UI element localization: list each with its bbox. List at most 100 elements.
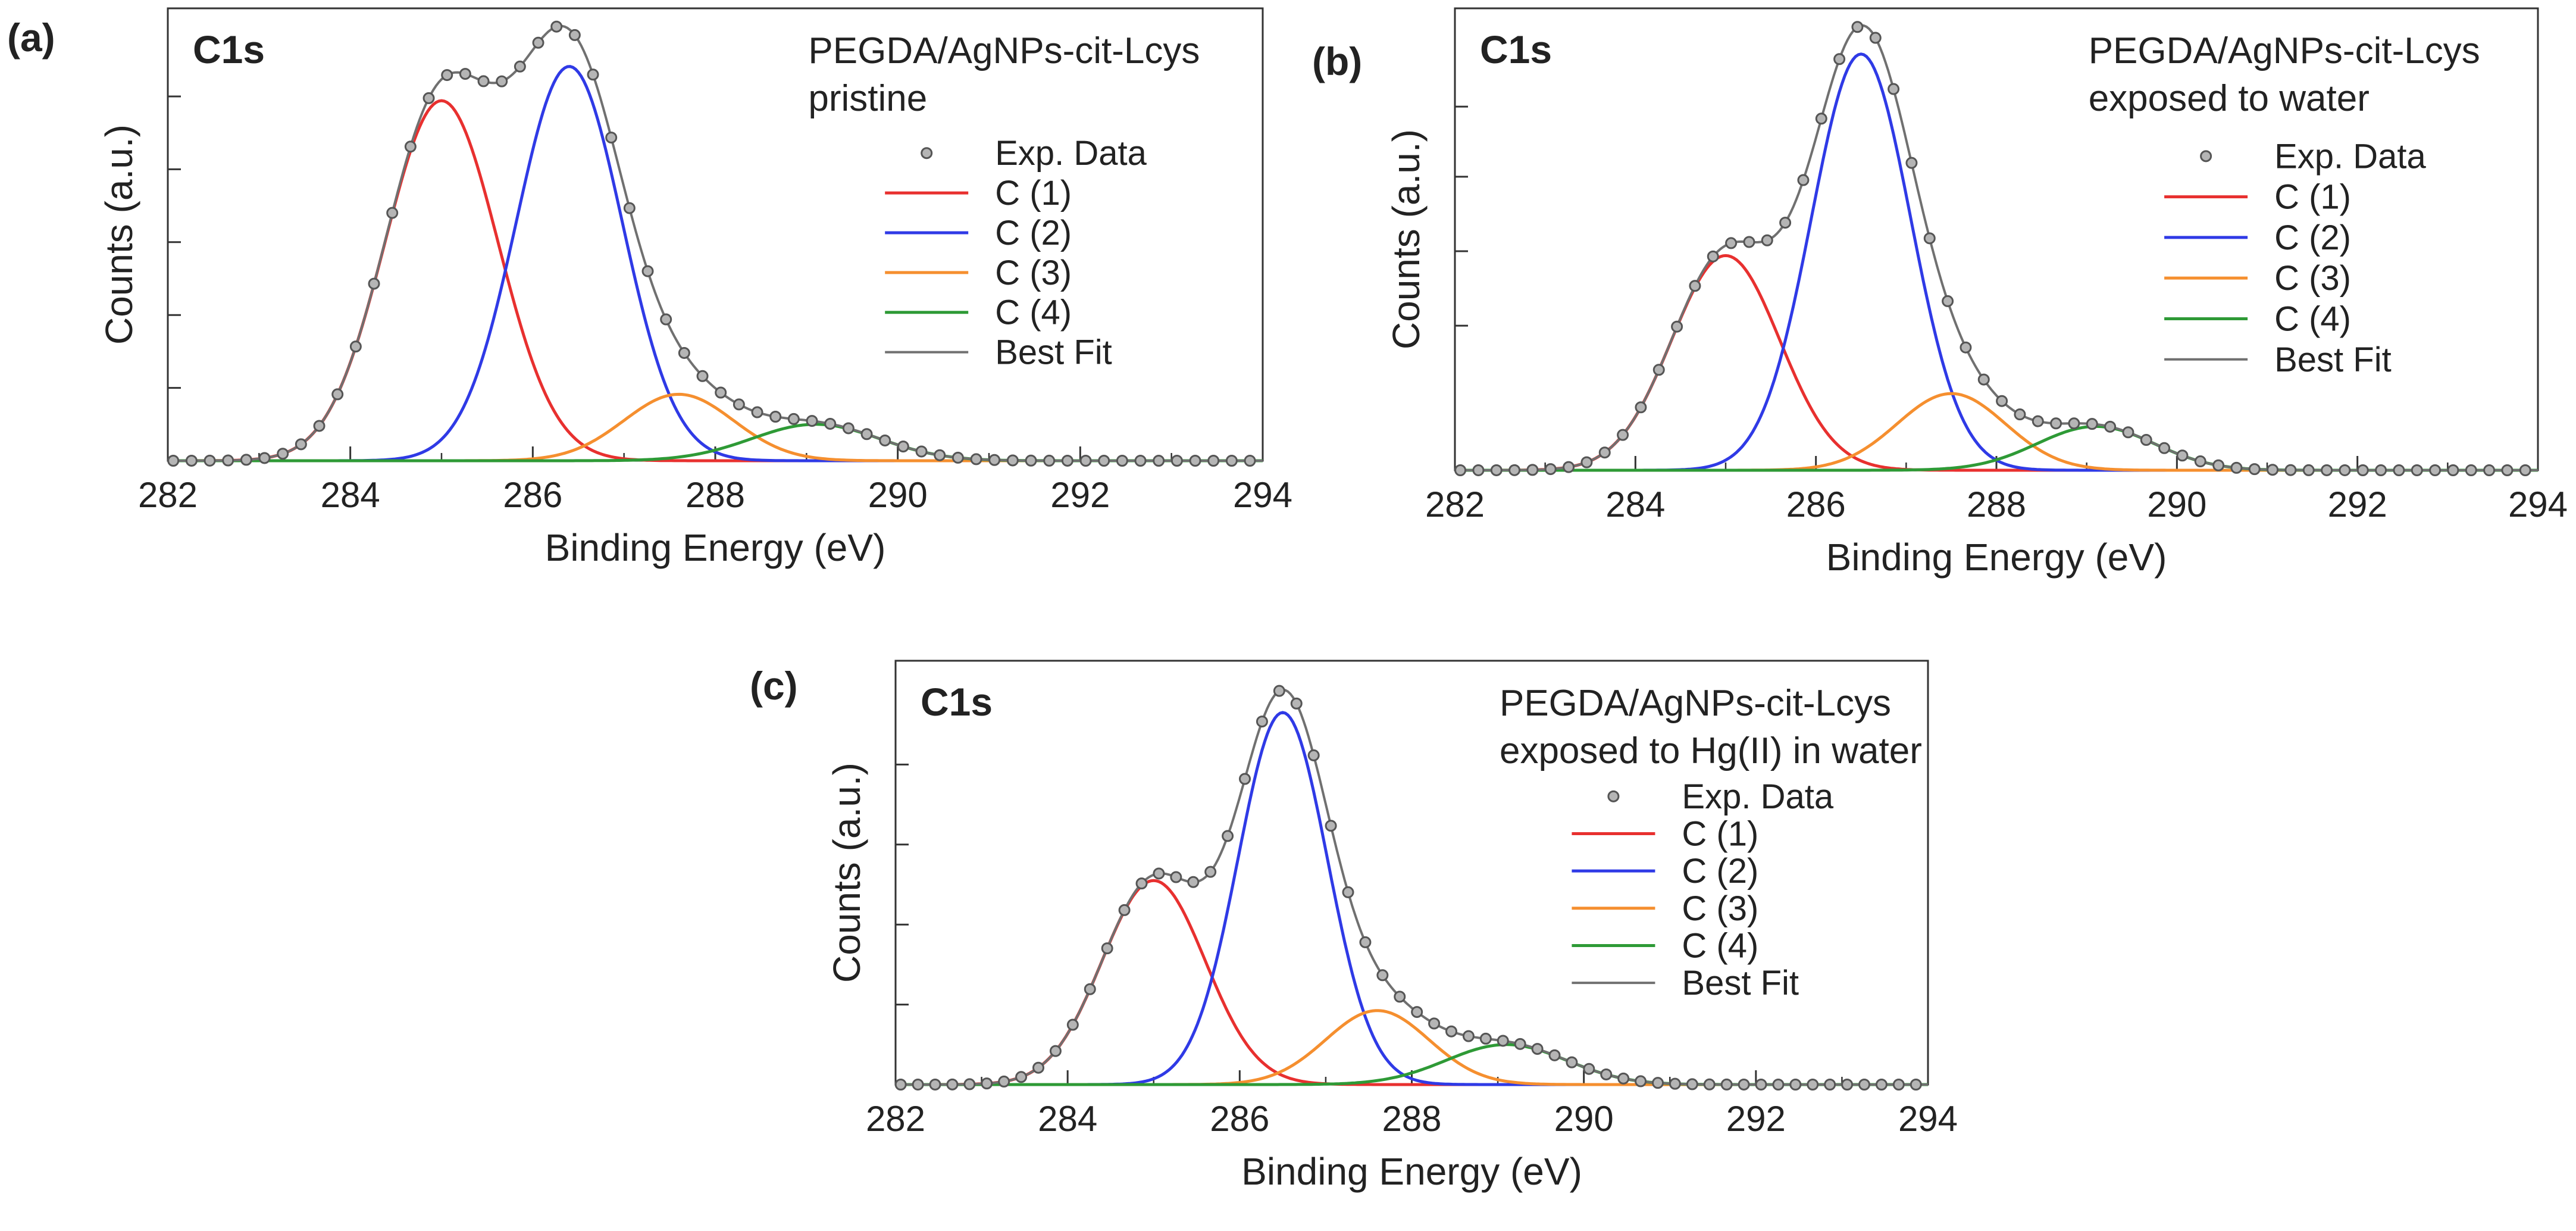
exp-point <box>1566 1056 1578 1068</box>
exp-point <box>1472 464 1485 476</box>
panel-a: (a) C1s PEGDA/AgNPs-cit-Lcys pristine 282 284… <box>7 7 1292 569</box>
exp-point <box>998 1075 1010 1088</box>
exp-point <box>660 313 672 326</box>
exp-point <box>1462 1030 1475 1042</box>
exp-point <box>1325 820 1337 832</box>
exp-point <box>912 1078 924 1091</box>
exp-point <box>2158 442 2171 454</box>
annotation-line: PEGDA/AgNPs-cit-Lcys <box>808 30 1200 71</box>
legend-entry: C (1) <box>2274 178 2351 217</box>
exp-point <box>2267 464 2279 476</box>
exp-point <box>842 422 855 435</box>
exp-point <box>258 452 271 464</box>
exp-point <box>1544 463 1557 476</box>
exp-point <box>331 388 344 401</box>
exp-point <box>2230 461 2243 474</box>
exp-point <box>1032 1061 1045 1074</box>
exp-point <box>1789 1078 1802 1091</box>
exp-point <box>1497 1035 1509 1047</box>
exp-point <box>368 277 380 290</box>
x-tick-label: 284 <box>321 475 380 515</box>
x-axis-label: Binding Energy (eV) <box>1241 1150 1582 1193</box>
exp-point <box>1996 395 2008 407</box>
legend-marker <box>2200 150 2212 163</box>
exp-point <box>1841 1079 1854 1091</box>
exp-point <box>934 449 946 461</box>
panel-c: (c) C1s PEGDA/AgNPs-cit-Lcys exposed to Hg(… <box>750 660 1958 1193</box>
legend-entry: C (3) <box>1682 889 1758 928</box>
exp-point <box>2321 464 2333 476</box>
exp-point <box>951 451 964 464</box>
exp-point <box>1170 871 1182 883</box>
exp-point <box>678 346 690 359</box>
exp-point <box>988 454 1001 466</box>
exp-point <box>1359 936 1372 948</box>
exp-point <box>2050 417 2062 430</box>
exp-point <box>1153 867 1165 880</box>
x-tick-label: 282 <box>866 1099 925 1139</box>
x-tick-label: 294 <box>1898 1099 1958 1139</box>
exp-point <box>587 68 599 81</box>
exp-point <box>1479 1032 1492 1045</box>
x-tick-label: 284 <box>1605 485 1665 524</box>
exp-point <box>1738 1078 1750 1091</box>
annotation-line: pristine <box>808 78 927 119</box>
legend-entry: C (4) <box>1682 926 1758 965</box>
exp-point <box>496 75 508 88</box>
exp-point <box>2194 455 2206 468</box>
exp-point <box>1066 1018 1079 1031</box>
exp-point <box>2356 464 2369 476</box>
exp-point <box>1116 454 1128 467</box>
exp-point <box>404 140 417 153</box>
exp-point <box>1563 461 1575 473</box>
panel-b: (b) C1s PEGDA/AgNPs-cit-Lcys exposed to wat… <box>1312 7 2568 579</box>
exp-point <box>477 75 490 88</box>
exp-point <box>1490 464 1503 476</box>
exp-point <box>2375 464 2387 476</box>
exp-point <box>1025 454 1037 467</box>
exp-point <box>1977 373 1990 386</box>
exp-point <box>1600 1068 1613 1080</box>
exp-point <box>981 1077 993 1090</box>
legend-entry: Exp. Data <box>995 134 1147 173</box>
exp-point <box>1703 1078 1716 1091</box>
exp-point <box>1101 942 1113 955</box>
x-tick-label: 288 <box>1967 485 2026 524</box>
exp-point <box>222 454 234 467</box>
exp-point <box>1445 1025 1458 1038</box>
exp-point <box>1807 1078 1819 1091</box>
exp-point <box>1290 697 1303 710</box>
x-tick-label: 286 <box>503 475 562 515</box>
exp-point <box>970 453 982 465</box>
exp-point <box>1411 1006 1423 1018</box>
legend-entry: Exp. Data <box>1682 777 1833 816</box>
exp-point <box>929 1078 941 1091</box>
exp-point <box>441 69 453 82</box>
x-tick-label: 290 <box>1554 1099 1614 1139</box>
x-tick-label: 292 <box>1726 1099 1786 1139</box>
x-tick-label: 294 <box>2508 485 2568 524</box>
annotation-line: exposed to water <box>2089 78 2370 119</box>
exp-point <box>696 370 709 382</box>
exp-point <box>2429 464 2442 476</box>
x-tick-label: 286 <box>1210 1099 1269 1139</box>
exp-point <box>1189 455 1201 467</box>
exp-point <box>1743 236 1755 248</box>
chart-title: C1s <box>1480 27 1552 71</box>
annotation-line: PEGDA/AgNPs-cit-Lcys <box>1500 683 1891 724</box>
legend-entry: C (1) <box>1682 814 1758 853</box>
exp-point <box>1815 113 1827 125</box>
exp-point <box>2447 464 2459 476</box>
exp-point <box>1222 830 1234 842</box>
legend-entry: C (3) <box>995 254 1072 292</box>
exp-point <box>1207 455 1220 467</box>
exp-point <box>1079 454 1092 467</box>
exp-point <box>824 417 837 430</box>
exp-point <box>1869 32 1882 44</box>
exp-point <box>1204 866 1217 878</box>
legend-entry: Exp. Data <box>2274 137 2426 176</box>
exp-point <box>550 20 563 33</box>
x-axis-label: Binding Energy (eV) <box>545 526 886 569</box>
exp-point <box>1187 876 1200 888</box>
